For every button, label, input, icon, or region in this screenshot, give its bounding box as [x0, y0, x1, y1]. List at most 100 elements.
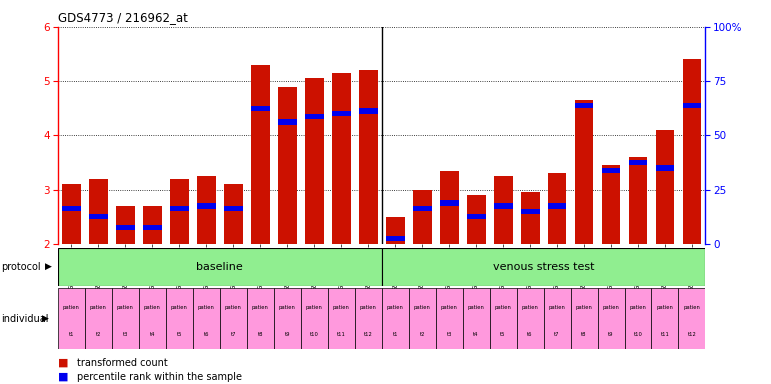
Bar [625, 288, 651, 349]
Text: t4: t4 [150, 331, 155, 337]
Text: ■: ■ [58, 358, 69, 368]
Bar [386, 236, 405, 241]
Bar [574, 103, 594, 108]
Text: t12: t12 [688, 331, 696, 337]
Bar [58, 288, 85, 349]
Text: patien: patien [306, 305, 322, 310]
Bar [601, 168, 621, 173]
Bar [382, 288, 409, 349]
Bar [332, 73, 351, 244]
Text: t5: t5 [177, 331, 182, 337]
Text: patien: patien [576, 305, 592, 310]
Text: patien: patien [225, 305, 241, 310]
Text: t6: t6 [204, 331, 209, 337]
Bar [466, 214, 486, 219]
Bar [682, 60, 702, 244]
Text: patien: patien [171, 305, 187, 310]
Text: patien: patien [522, 305, 538, 310]
Text: t8: t8 [581, 331, 587, 337]
Bar [278, 119, 297, 124]
Text: patien: patien [684, 305, 700, 310]
Text: t9: t9 [284, 331, 290, 337]
Text: individual: individual [1, 314, 49, 324]
Text: patien: patien [414, 305, 430, 310]
Bar [274, 288, 301, 349]
Text: patien: patien [657, 305, 673, 310]
Bar [224, 184, 243, 244]
Bar [439, 170, 459, 244]
Bar [247, 288, 274, 349]
Text: t7: t7 [231, 331, 236, 337]
Bar [197, 176, 216, 244]
Text: t3: t3 [446, 331, 452, 337]
Bar [436, 288, 463, 349]
Text: t3: t3 [123, 331, 128, 337]
Text: venous stress test: venous stress test [493, 262, 594, 272]
Bar [412, 206, 432, 211]
Text: t10: t10 [634, 331, 642, 337]
Text: t12: t12 [364, 331, 372, 337]
Bar [116, 225, 135, 230]
Bar [301, 288, 328, 349]
Bar [170, 206, 189, 211]
Text: patien: patien [90, 305, 106, 310]
Text: t5: t5 [500, 331, 506, 337]
Bar [89, 214, 108, 219]
Bar [359, 108, 378, 114]
Text: patien: patien [495, 305, 511, 310]
Bar [382, 248, 705, 286]
Bar [305, 78, 324, 244]
Text: baseline: baseline [197, 262, 243, 272]
Bar [278, 86, 297, 244]
Bar [678, 288, 705, 349]
Bar [143, 225, 162, 230]
Bar [328, 288, 355, 349]
Bar [251, 65, 270, 244]
Bar [62, 206, 81, 211]
Text: patien: patien [630, 305, 646, 310]
Text: patien: patien [279, 305, 295, 310]
Bar [409, 288, 436, 349]
Bar [655, 165, 675, 170]
Bar [112, 288, 139, 349]
Bar [682, 103, 702, 108]
Text: t9: t9 [608, 331, 614, 337]
Bar [544, 288, 571, 349]
Text: ▶: ▶ [42, 314, 49, 323]
Text: ▶: ▶ [45, 262, 52, 271]
Bar [197, 203, 216, 209]
Bar [466, 195, 486, 244]
Text: t11: t11 [337, 331, 345, 337]
Bar [170, 179, 189, 244]
Text: patien: patien [117, 305, 133, 310]
Text: patien: patien [468, 305, 484, 310]
Bar [655, 130, 675, 244]
Bar [166, 288, 193, 349]
Bar [89, 179, 108, 244]
Bar [116, 206, 135, 244]
Bar [547, 203, 567, 209]
Bar [355, 288, 382, 349]
Bar [517, 288, 544, 349]
Text: patien: patien [333, 305, 349, 310]
Text: protocol: protocol [1, 262, 40, 272]
Bar [598, 288, 625, 349]
Bar [139, 288, 166, 349]
Text: t2: t2 [96, 331, 101, 337]
Bar [547, 173, 567, 244]
Text: t7: t7 [554, 331, 560, 337]
Bar [493, 176, 513, 244]
Bar [651, 288, 678, 349]
Bar [439, 200, 459, 206]
Text: t6: t6 [527, 331, 533, 337]
Text: t2: t2 [419, 331, 425, 337]
Text: patien: patien [252, 305, 268, 310]
Text: ■: ■ [58, 372, 69, 382]
Text: patien: patien [360, 305, 376, 310]
Bar [628, 157, 648, 244]
Bar [520, 209, 540, 214]
Text: t11: t11 [661, 331, 669, 337]
Bar [85, 288, 112, 349]
Bar [601, 165, 621, 244]
Text: patien: patien [387, 305, 403, 310]
